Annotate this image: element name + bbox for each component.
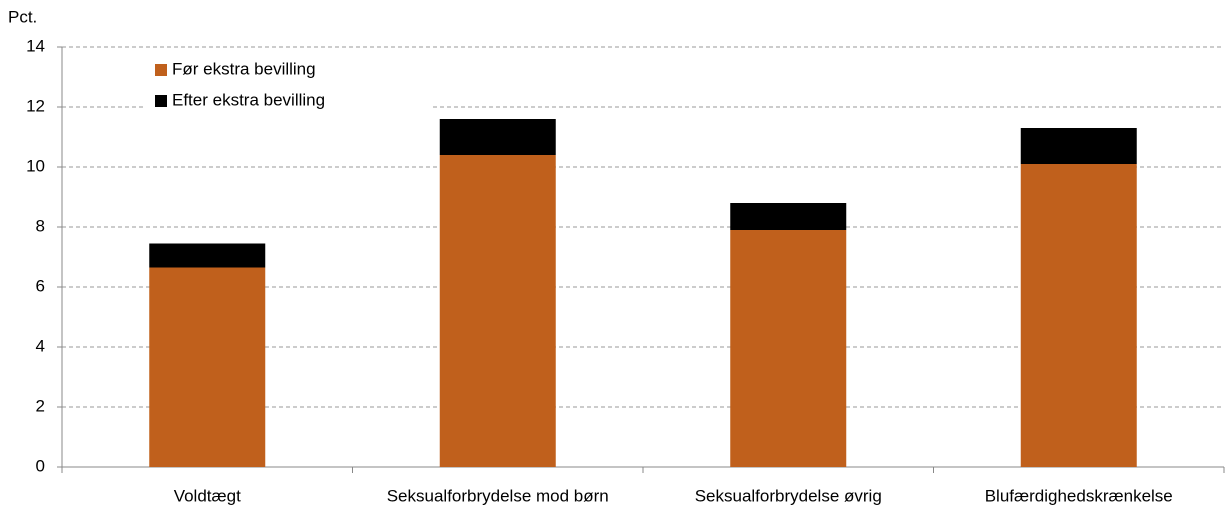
y-tick-label: 6 — [36, 276, 45, 295]
bar-segment — [149, 267, 266, 467]
y-tick-label: 0 — [36, 456, 45, 475]
bar-segment — [1020, 128, 1137, 164]
legend-label: Efter ekstra bevilling — [172, 90, 325, 109]
y-axis-label: Pct. — [8, 7, 37, 26]
x-tick-label: Blufærdighedskrænkelse — [985, 486, 1173, 505]
bar-segment — [149, 243, 266, 268]
y-tick-label: 12 — [26, 96, 45, 115]
bar-segment — [730, 230, 847, 467]
bar-segment — [439, 155, 556, 467]
y-tick-label: 2 — [36, 396, 45, 415]
x-tick-label: Voldtægt — [174, 486, 241, 505]
legend-background — [145, 55, 430, 120]
legend-swatch — [155, 64, 167, 76]
y-tick-label: 4 — [36, 336, 45, 355]
y-tick-label: 10 — [26, 156, 45, 175]
y-tick-label: 14 — [26, 36, 45, 55]
legend-label: Før ekstra bevilling — [172, 59, 316, 78]
legend-swatch — [155, 95, 167, 107]
bar-segment — [1020, 164, 1137, 467]
x-tick-label: Seksualforbrydelse øvrig — [695, 486, 882, 505]
bar-segment — [730, 203, 847, 230]
y-tick-label: 8 — [36, 216, 45, 235]
x-tick-label: Seksualforbrydelse mod børn — [387, 486, 609, 505]
bar-segment — [439, 119, 556, 155]
